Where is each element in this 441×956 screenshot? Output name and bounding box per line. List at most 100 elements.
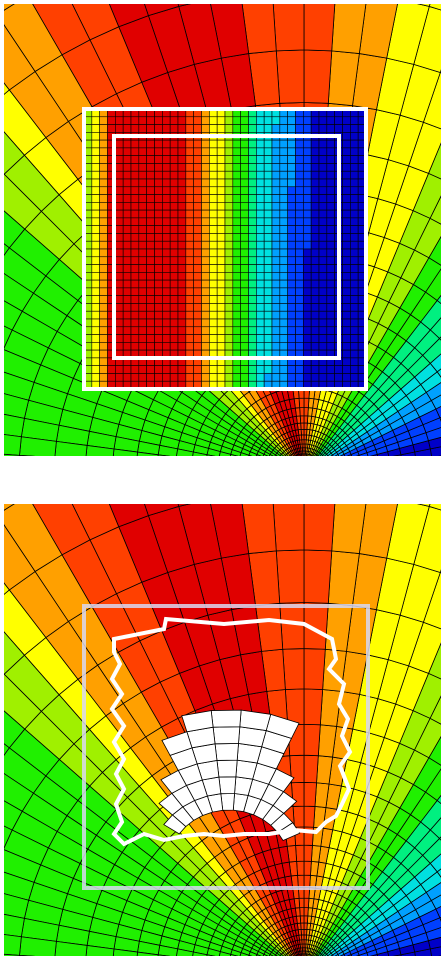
grid-cell [224,147,234,156]
grid-cell [146,303,155,312]
grid-cell [240,303,249,312]
grid-cell [310,256,320,265]
grid-cell [162,365,171,374]
grid-cell [271,310,281,320]
grid-cell [130,147,140,156]
grid-cell [287,287,296,296]
grid-cell [279,116,288,125]
grid-cell [232,233,241,242]
grid-cell [232,295,241,304]
mesh-cell [71,4,120,41]
grid-cell [201,365,210,374]
grid-cell [342,147,351,156]
grid-cell [209,279,218,289]
grid-cell [326,147,335,156]
grid-cell [99,318,108,328]
grid-cell [310,217,320,226]
grid-cell [122,240,132,250]
grid-cell [91,272,100,281]
grid-cell [271,326,281,335]
grid-cell [310,163,320,172]
grid-cell [209,194,218,203]
grid-cell [271,295,281,304]
grid-cell [295,334,304,343]
grid-cell [318,334,328,343]
grid-cell [216,365,226,374]
grid-cell [209,373,218,382]
grid-cell [122,170,132,180]
grid-cell [185,264,194,273]
mesh-cell [241,4,277,55]
grid-cell [99,233,108,242]
grid-cell [201,373,210,382]
grid-cell [232,318,241,328]
grid-cell [318,373,328,382]
mesh-cell [386,504,430,565]
grid-cell [263,217,273,226]
grid-cell [107,373,116,382]
grid-cell [201,116,210,125]
mesh-cell [71,504,120,541]
grid-cell [248,318,257,328]
grid-cell [310,202,320,211]
grid-cell [130,279,140,289]
grid-cell [122,209,132,219]
grid-cell [248,256,257,265]
mesh-cell [4,300,23,331]
grid-cell [224,163,234,172]
grid-cell [295,256,304,265]
grid-cell [169,303,179,312]
grid-cell [318,272,328,281]
grid-cell [185,287,194,296]
field-plot-top [4,4,441,456]
grid-cell [130,163,140,172]
grid-cell [342,240,351,250]
grid-cell [130,365,140,374]
grid-cell [154,139,163,149]
grid-cell [287,272,296,281]
grid-cell [122,217,132,226]
grid-cell [303,334,312,343]
grid-cell [91,342,100,351]
grid-cell [201,217,210,226]
grid-cell [287,170,296,180]
grid-cell [130,248,140,258]
mesh-cell [4,710,26,749]
grid-cell [193,233,202,242]
grid-cell [326,186,335,195]
grid-cell [185,295,194,304]
grid-cell [224,279,234,289]
grid-cell [256,163,265,172]
grid-cell [193,342,202,351]
grid-cell [130,209,140,219]
grid-cell [216,147,226,156]
grid-cell [169,202,179,211]
grid-cell [263,334,273,343]
grid-cell [326,194,335,203]
grid-cell [224,170,234,180]
grid-cell [310,303,320,312]
grid-cell [162,209,171,219]
grid-cell [326,233,335,242]
grid-cell [240,202,249,211]
grid-cell [342,357,351,366]
grid-cell [342,310,351,320]
grid-cell [287,139,296,149]
grid-cell [122,318,132,328]
grid-cell [224,326,234,335]
grid-cell [240,233,249,242]
grid-cell [216,186,226,195]
grid-cell [177,279,187,289]
grid-cell [185,178,194,188]
grid-cell [169,248,179,258]
grid-cell [162,310,171,320]
mesh-cell [4,273,34,312]
grid-cell [201,279,210,289]
grid-cell [154,217,163,226]
grid-cell [209,310,218,320]
grid-cell [91,139,100,149]
grid-cell [263,303,273,312]
mesh-cell [4,434,22,456]
grid-cell [350,318,359,328]
